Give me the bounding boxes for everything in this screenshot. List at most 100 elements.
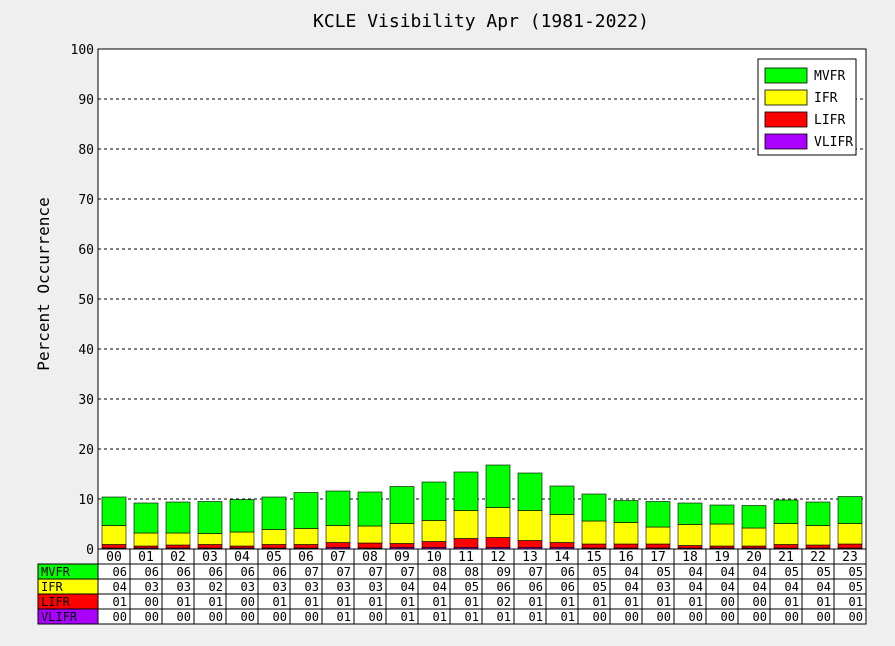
- bar-segment-lifr-18: [677, 545, 703, 549]
- table-cell-mvfr-21: 05: [785, 565, 799, 579]
- table-cell-vlifr-09: 01: [401, 610, 415, 624]
- table-cell-ifr-17: 03: [657, 580, 671, 594]
- table-cell-vlifr-21: 00: [785, 610, 799, 624]
- x-tick-label: 17: [650, 550, 666, 565]
- table-cell-ifr-00: 04: [113, 580, 127, 594]
- bar-segment-lifr-12: [485, 537, 511, 548]
- table-cell-mvfr-11: 08: [465, 565, 479, 579]
- table-cell-mvfr-22: 05: [817, 565, 831, 579]
- table-cell-ifr-21: 04: [785, 580, 799, 594]
- table-cell-ifr-19: 04: [721, 580, 735, 594]
- table-cell-vlifr-10: 01: [433, 610, 447, 624]
- bar-segment-mvfr-22: [805, 501, 831, 526]
- x-tick-label: 12: [490, 550, 506, 565]
- table-cell-ifr-09: 04: [401, 580, 415, 594]
- grid-lines: [98, 98, 866, 500]
- table-cell-vlifr-05: 00: [273, 610, 287, 624]
- table-cell-vlifr-11: 01: [465, 610, 479, 624]
- bar-segment-mvfr-18: [677, 502, 703, 525]
- x-tick-label: 04: [234, 550, 250, 565]
- table-cell-vlifr-13: 01: [529, 610, 543, 624]
- table-cell-mvfr-02: 06: [177, 565, 191, 579]
- bar-segment-ifr-21: [773, 523, 799, 545]
- bar-segment-lifr-00: [101, 544, 127, 549]
- table-cell-lifr-02: 01: [177, 595, 191, 609]
- x-tick-label: 08: [362, 550, 378, 565]
- table-cell-lifr-23: 01: [849, 595, 863, 609]
- table-cell-lifr-09: 01: [401, 595, 415, 609]
- table-cell-mvfr-12: 09: [497, 565, 511, 579]
- table-cell-lifr-12: 02: [497, 595, 511, 609]
- table-cell-lifr-19: 00: [721, 595, 735, 609]
- bar-segment-ifr-17: [645, 526, 671, 545]
- bar-segment-lifr-03: [197, 544, 223, 549]
- legend-swatch-ifr: [764, 89, 808, 106]
- table-cell-mvfr-23: 05: [849, 565, 863, 579]
- legend-label-lifr: LIFR: [814, 113, 845, 128]
- table-cell-lifr-18: 01: [689, 595, 703, 609]
- bar-segment-lifr-09: [389, 543, 415, 548]
- bar-segment-ifr-16: [613, 522, 639, 545]
- table-cell-vlifr-02: 00: [177, 610, 191, 624]
- bar-segment-lifr-17: [645, 543, 671, 549]
- bar-segment-mvfr-20: [741, 505, 767, 529]
- table-cell-lifr-08: 01: [369, 595, 383, 609]
- bar-segment-ifr-11: [453, 510, 479, 539]
- bar-segment-mvfr-06: [293, 492, 319, 529]
- y-tick-label: 50: [78, 293, 94, 308]
- table-cell-mvfr-08: 07: [369, 565, 383, 579]
- bar-segment-ifr-22: [805, 525, 831, 546]
- table-cell-mvfr-06: 07: [305, 565, 319, 579]
- x-tick-label: 00: [106, 550, 122, 565]
- x-tick-label: 05: [266, 550, 282, 565]
- bar-segment-ifr-15: [581, 520, 607, 545]
- bar-segment-ifr-18: [677, 524, 703, 546]
- legend-swatch-mvfr: [764, 67, 808, 84]
- table-cell-vlifr-17: 00: [657, 610, 671, 624]
- table-cell-lifr-11: 01: [465, 595, 479, 609]
- x-tick-label: 22: [810, 550, 826, 565]
- table-cell-ifr-14: 06: [561, 580, 575, 594]
- bar-segment-mvfr-14: [549, 485, 575, 515]
- bar-segment-ifr-23: [837, 523, 863, 545]
- bar-segment-mvfr-13: [517, 472, 543, 511]
- x-tick-label: 18: [682, 550, 698, 565]
- bar-segment-lifr-02: [165, 544, 191, 549]
- bar-segment-ifr-05: [261, 529, 287, 545]
- bar-segment-lifr-05: [261, 544, 287, 549]
- x-tick-label: 19: [714, 550, 730, 565]
- bar-segment-mvfr-08: [357, 491, 383, 527]
- table-cell-vlifr-20: 00: [753, 610, 767, 624]
- table-cell-ifr-08: 03: [369, 580, 383, 594]
- legend: MVFR IFR LIFR VLIFR: [757, 58, 857, 156]
- legend-label-mvfr: MVFR: [814, 69, 845, 84]
- x-tick-label: 09: [394, 550, 410, 565]
- bar-segment-lifr-07: [325, 542, 351, 548]
- table-cell-vlifr-14: 01: [561, 610, 575, 624]
- table-cell-lifr-00: 01: [113, 595, 127, 609]
- bar-segment-lifr-10: [421, 541, 447, 548]
- legend-swatch-vlifr: [764, 133, 808, 150]
- bar-segment-mvfr-21: [773, 499, 799, 524]
- bar-segment-lifr-23: [837, 543, 863, 549]
- table-cell-mvfr-16: 04: [625, 565, 639, 579]
- table-cell-lifr-20: 00: [753, 595, 767, 609]
- y-tick-label: 40: [78, 343, 94, 358]
- y-tick-label: 60: [78, 243, 94, 258]
- table-cell-mvfr-09: 07: [401, 565, 415, 579]
- bar-segment-ifr-10: [421, 520, 447, 542]
- x-tick-label: 16: [618, 550, 634, 565]
- bar-segment-lifr-08: [357, 542, 383, 549]
- table-cell-vlifr-06: 00: [305, 610, 319, 624]
- bar-segment-ifr-14: [549, 514, 575, 543]
- x-tick-label: 07: [330, 550, 346, 565]
- legend-label-ifr: IFR: [814, 91, 838, 106]
- table-cell-ifr-16: 04: [625, 580, 639, 594]
- table-cell-mvfr-07: 07: [337, 565, 351, 579]
- table-cell-lifr-04: 00: [241, 595, 255, 609]
- bar-segment-mvfr-03: [197, 501, 223, 534]
- bar-segment-mvfr-11: [453, 471, 479, 511]
- x-tick-label: 13: [522, 550, 538, 565]
- bar-segment-mvfr-19: [709, 504, 735, 525]
- table-cell-mvfr-04: 06: [241, 565, 255, 579]
